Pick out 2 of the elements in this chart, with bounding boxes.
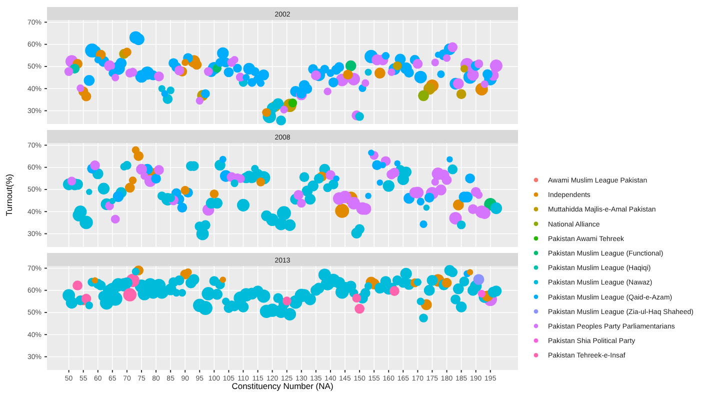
- x-axis-title: Constituency Number (NA): [232, 381, 334, 391]
- y-axis-title: Turnout(%): [4, 174, 14, 216]
